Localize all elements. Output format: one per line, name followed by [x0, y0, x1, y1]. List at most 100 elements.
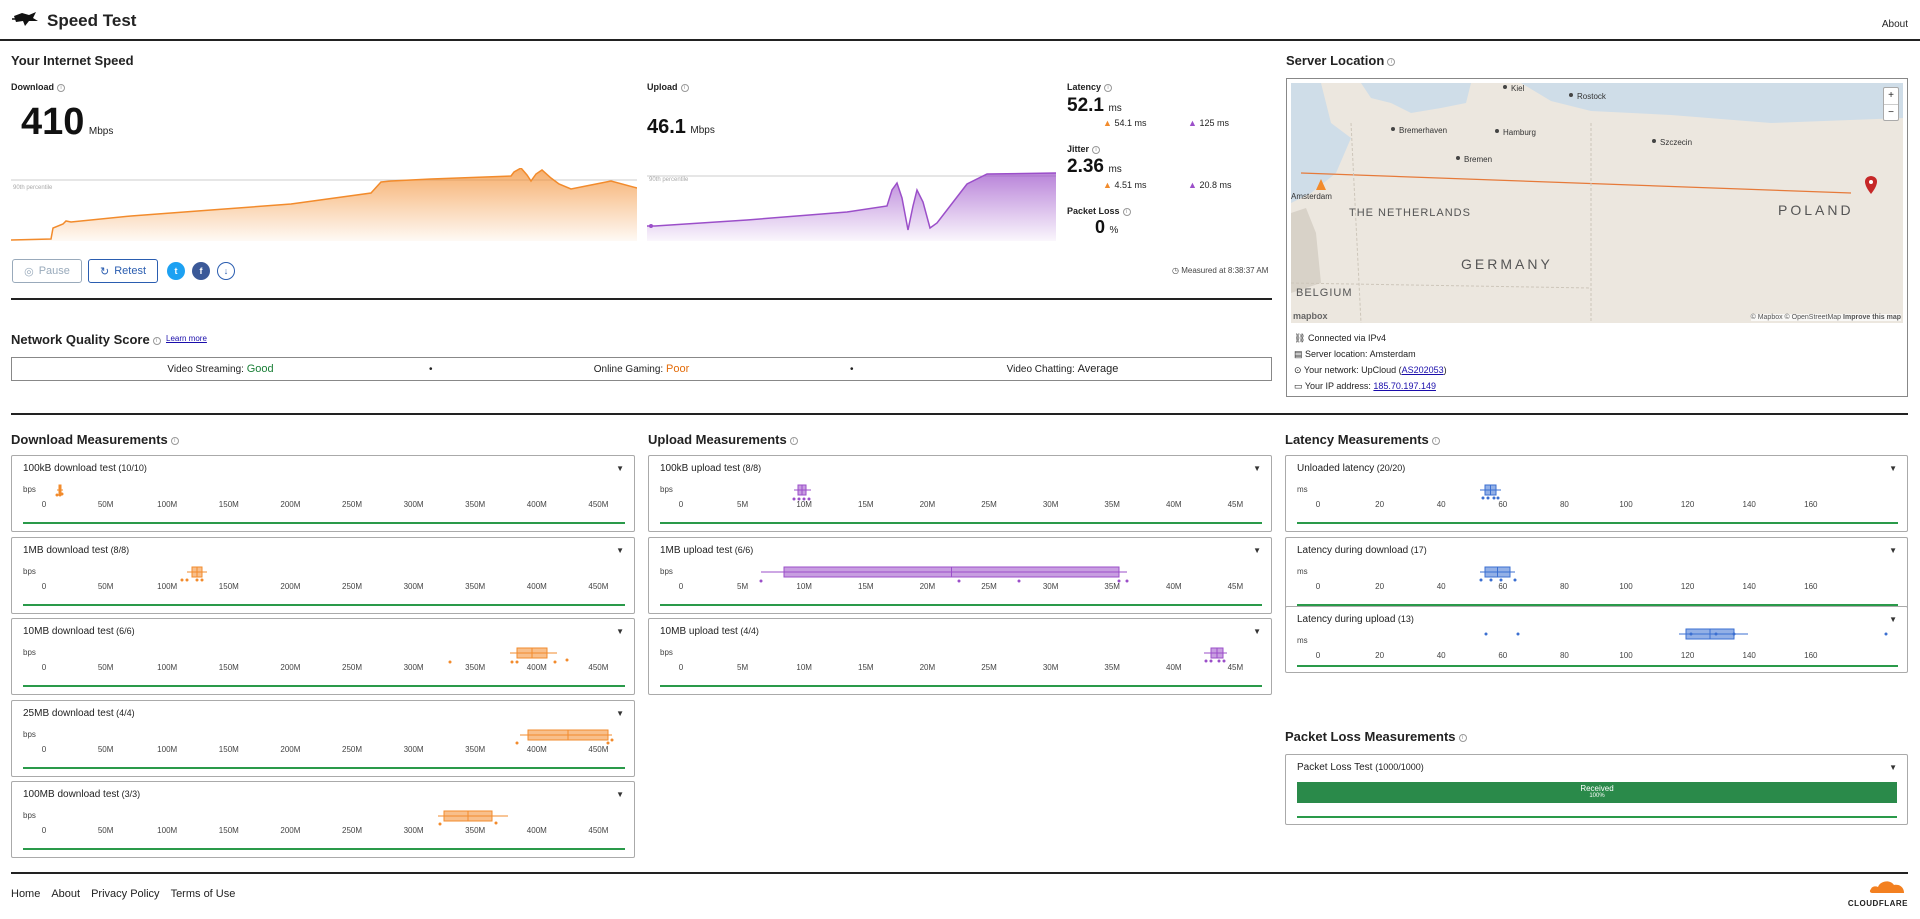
chevron-down-icon[interactable]: ▼	[1889, 546, 1897, 555]
cloudflare-wordmark: CLOUDFLARE	[1847, 899, 1908, 908]
zoom-out-button[interactable]: −	[1884, 104, 1898, 121]
test-count: (4/4)	[113, 708, 135, 718]
chevron-down-icon[interactable]: ▼	[616, 709, 624, 718]
quality-video-streaming: Video Streaming: Good	[167, 363, 274, 375]
upload-test-card[interactable]: 1MB upload test (6/6) ▼ bps 0 5M 10M 15M 20M 25M…	[648, 537, 1272, 614]
bullet-separator: •	[850, 363, 854, 375]
pause-button[interactable]: ◎ Pause	[12, 259, 82, 283]
axis-tick-label: 50M	[97, 663, 114, 672]
server-icon: ▤	[1294, 349, 1303, 359]
download-test-card[interactable]: 25MB download test (4/4) ▼ bps 0 50M 100M 150M…	[11, 700, 635, 777]
test-name: 25MB download test	[23, 708, 114, 719]
info-icon[interactable]: i	[1104, 83, 1113, 92]
axis-tick-label: 400M	[526, 826, 547, 835]
axis-tick-label: 100M	[157, 500, 178, 509]
download-test-card[interactable]: 1MB download test (8/8) ▼ bps 0 50M 100M 150M 2…	[11, 537, 635, 614]
axis-tick-label: 350M	[465, 500, 486, 509]
latency-test-card[interactable]: Latency during upload (13) ▼ ms 0 20 40 60 80 10…	[1285, 606, 1908, 673]
axis-tick-label: 10M	[796, 663, 812, 672]
cloudflare-logo-icon[interactable]: CLOUDFLARE	[1848, 878, 1908, 908]
baseline	[23, 685, 625, 687]
download-test-card[interactable]: 10MB download test (6/6) ▼ bps 0 50M 100M 150M…	[11, 618, 635, 695]
packet-loss-value: 0	[1095, 217, 1106, 237]
info-icon[interactable]: i	[1122, 207, 1131, 216]
sample-point	[1492, 496, 1496, 500]
ip-icon: ▭	[1294, 381, 1303, 391]
axis-tick-label: 450M	[588, 826, 609, 835]
info-icon[interactable]: i	[1092, 145, 1101, 154]
speed-test-logo-icon[interactable]	[12, 10, 40, 28]
test-name: Latency during download	[1297, 545, 1409, 556]
sample-point	[200, 578, 204, 582]
axis-tick-label: 50M	[97, 745, 114, 754]
improve-map-link[interactable]: Improve this map	[1843, 314, 1901, 321]
chevron-down-icon[interactable]: ▼	[1253, 464, 1261, 473]
footer-home-link[interactable]: Home	[11, 888, 41, 900]
info-icon[interactable]: i	[680, 83, 689, 92]
sample-point	[448, 660, 452, 664]
svg-text:Szczecin: Szczecin	[1660, 138, 1692, 147]
download-measurements-heading: Download Measurements i	[11, 432, 179, 447]
info-icon[interactable]: i	[1431, 436, 1440, 445]
latency-test-card[interactable]: Unloaded latency (20/20) ▼ ms 0 20 40 60 80 100 1…	[1285, 455, 1908, 532]
axis-tick-label: 60	[1498, 582, 1508, 591]
packet-loss-card[interactable]: Packet Loss Test (1000/1000) ▼ Received …	[1285, 754, 1908, 825]
axis-tick-label: 120	[1680, 582, 1695, 591]
download-results-icon[interactable]: ↓	[217, 262, 235, 280]
download-test-card[interactable]: 100kB download test (10/10) ▼ bps 0 50M 100M 1…	[11, 455, 635, 532]
footer-terms-link[interactable]: Terms of Use	[170, 888, 236, 900]
download-percentile-label: 90th percentile	[13, 185, 53, 191]
jitter-upload: ▲ 20.8 ms	[1188, 180, 1232, 190]
info-icon[interactable]: i	[170, 436, 179, 445]
upload-test-card[interactable]: 10MB upload test (4/4) ▼ bps 0 5M 10M 15M 20M 25…	[648, 618, 1272, 695]
test-title: 10MB upload test (4/4)	[660, 626, 759, 637]
chevron-down-icon[interactable]: ▼	[1253, 627, 1261, 636]
ip-link[interactable]: 185.70.197.149	[1373, 381, 1436, 391]
axis-tick-label: 160	[1804, 651, 1818, 660]
learn-more-link[interactable]: Learn more	[166, 334, 207, 343]
footer-about-link[interactable]: About	[51, 888, 81, 900]
chevron-down-icon[interactable]: ▼	[1889, 615, 1897, 624]
upload-unit: Mbps	[690, 125, 715, 136]
twitter-icon[interactable]: t	[167, 262, 185, 280]
map-canvas[interactable]: Kiel Rostock Bremerhaven Hamburg Szczeci…	[1291, 83, 1903, 323]
info-icon[interactable]: i	[1458, 733, 1467, 742]
axis-unit-label: ms	[1297, 485, 1308, 494]
facebook-icon[interactable]: f	[192, 262, 210, 280]
info-icon[interactable]: i	[152, 336, 161, 345]
footer-privacy-link[interactable]: Privacy Policy	[91, 888, 160, 900]
latency-test-card[interactable]: Latency during download (17) ▼ ms 0 20 40 60 80…	[1285, 537, 1908, 614]
sample-point	[1732, 632, 1736, 636]
test-title: 1MB upload test (6/6)	[660, 545, 753, 556]
axis-unit-label: bps	[23, 567, 36, 576]
chevron-down-icon[interactable]: ▼	[1253, 546, 1261, 555]
axis-tick-label: 160	[1804, 500, 1818, 509]
axis-tick-label: 0	[1315, 500, 1321, 509]
map-attribution[interactable]: © Mapbox © OpenStreetMap Improve this ma…	[1750, 314, 1901, 321]
chevron-down-icon[interactable]: ▼	[616, 627, 624, 636]
sample-point	[1689, 632, 1693, 636]
zoom-in-button[interactable]: +	[1888, 90, 1894, 101]
info-icon[interactable]: i	[1387, 57, 1396, 66]
chevron-down-icon[interactable]: ▼	[616, 464, 624, 473]
upload-test-card[interactable]: 100kB upload test (8/8) ▼ bps 0 5M 10M 15M 20M 2…	[648, 455, 1272, 532]
test-name: Unloaded latency	[1297, 463, 1375, 474]
chevron-down-icon[interactable]: ▼	[1889, 763, 1897, 772]
header-about-link[interactable]: About	[1881, 19, 1908, 30]
chevron-down-icon[interactable]: ▼	[616, 546, 624, 555]
info-icon[interactable]: i	[789, 436, 798, 445]
axis-tick-label: 40M	[1166, 500, 1182, 509]
packet-loss-test-title: Packet Loss Test (1000/1000)	[1297, 762, 1424, 773]
box-plot	[792, 484, 811, 501]
sample-point	[1204, 659, 1208, 663]
server-map[interactable]: Kiel Rostock Bremerhaven Hamburg Szczeci…	[1291, 83, 1903, 323]
chevron-down-icon[interactable]: ▼	[616, 790, 624, 799]
quality-value: Poor	[666, 363, 690, 375]
retest-button[interactable]: ↻ Retest	[88, 259, 158, 283]
download-test-card[interactable]: 100MB download test (3/3) ▼ bps 0 50M 100M 150…	[11, 781, 635, 858]
axis-unit-label: ms	[1297, 636, 1308, 645]
asn-link[interactable]: AS202053	[1401, 365, 1444, 375]
chevron-down-icon[interactable]: ▼	[1889, 464, 1897, 473]
download-value: 410	[21, 101, 85, 143]
info-icon[interactable]: i	[57, 83, 65, 92]
